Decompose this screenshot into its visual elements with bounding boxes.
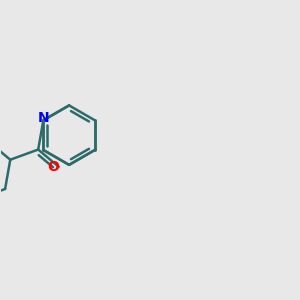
Text: N: N <box>38 111 49 124</box>
Text: O: O <box>47 160 59 174</box>
